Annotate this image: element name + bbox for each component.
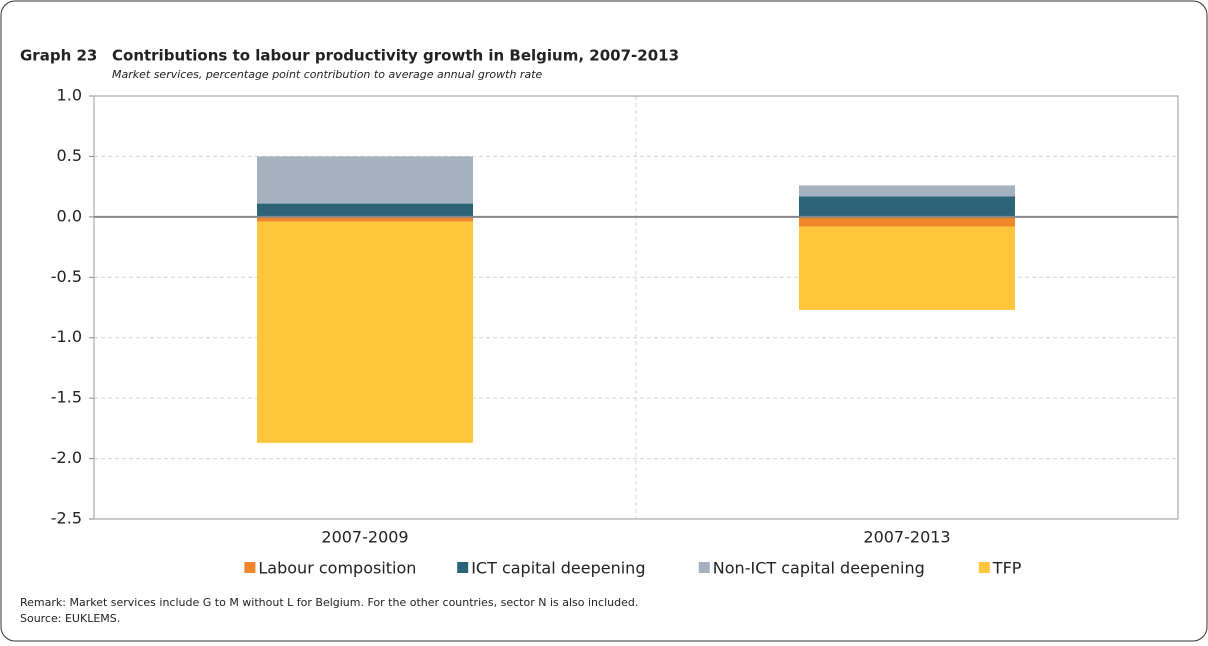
bar-segment (799, 185, 1015, 197)
legend-swatch (698, 562, 710, 573)
bar-segment (799, 196, 1015, 217)
y-tick-label: -0.5 (51, 267, 82, 286)
legend-label: ICT capital deepening (471, 559, 645, 578)
bar-segment (799, 226, 1015, 310)
x-tick-label: 2007-2009 (321, 528, 408, 547)
y-tick-label: 1.0 (57, 86, 82, 105)
y-tick-label: -1.5 (51, 388, 82, 407)
note: Remark: Market services include G to M w… (20, 596, 638, 609)
y-tick-label: -2.0 (51, 448, 82, 467)
legend-swatch (978, 562, 990, 573)
legend-label: TFP (992, 559, 1022, 578)
plot-border (93, 95, 1179, 520)
graph-label: Graph 23 (20, 47, 97, 65)
legend-label: Labour composition (258, 559, 416, 578)
bar-segment (257, 156, 473, 204)
bar-segment (257, 203, 473, 217)
legend-swatch (244, 562, 256, 573)
chart-subtitle: Market services, percentage point contri… (112, 68, 543, 81)
bar-segment (799, 216, 1015, 227)
note: Source: EUKLEMS. (20, 612, 120, 625)
legend-label: Non-ICT capital deepening (713, 559, 925, 578)
legend-swatch (457, 562, 469, 573)
chart-title: Contributions to labour productivity gro… (112, 47, 679, 65)
y-tick-label: 0.5 (57, 146, 82, 165)
y-tick-label: 0.0 (57, 206, 82, 225)
x-tick-label: 2007-2013 (863, 528, 950, 547)
y-tick-label: -2.5 (51, 509, 82, 528)
bar-segment (257, 216, 473, 222)
bar-segment (257, 221, 473, 443)
y-tick-label: -1.0 (51, 327, 82, 346)
